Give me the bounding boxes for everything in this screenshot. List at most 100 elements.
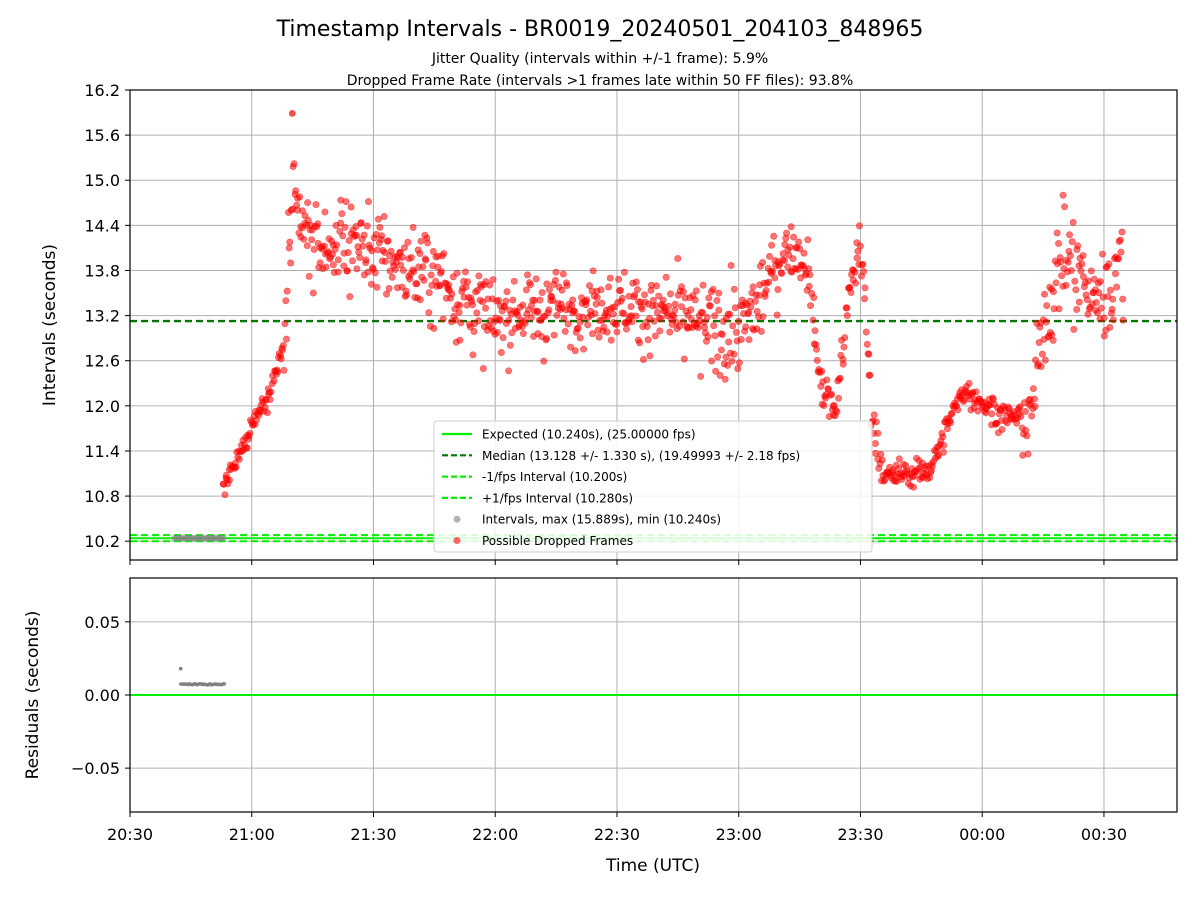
dropped-frame-point — [496, 316, 504, 324]
intervals-y-tick-label: 12.6 — [84, 352, 120, 371]
dropped-frame-point — [724, 361, 732, 369]
chart-subtitle-line-1: Jitter Quality (intervals within +/-1 fr… — [431, 51, 768, 67]
dropped-frame-point — [346, 293, 354, 301]
intervals-y-tick-label: 11.4 — [84, 442, 120, 461]
dropped-frame-point — [866, 371, 874, 379]
dropped-frame-point — [376, 223, 384, 231]
dropped-frame-point — [1017, 412, 1025, 420]
dropped-frame-point — [622, 325, 630, 333]
dropped-frame-point — [770, 232, 778, 240]
dropped-frame-point — [1066, 252, 1074, 260]
dropped-frame-point — [549, 296, 557, 304]
dropped-frame-point — [1116, 236, 1124, 244]
dropped-frame-point — [800, 249, 808, 257]
dropped-frame-point — [722, 353, 730, 361]
dropped-frame-point — [558, 286, 566, 294]
x-axis-label: Time (UTC) — [605, 856, 700, 876]
dropped-frame-point — [860, 267, 868, 275]
dropped-frame-point — [1062, 281, 1070, 289]
dropped-frame-point — [553, 311, 561, 319]
dropped-frame-point — [871, 440, 879, 448]
dropped-frame-point — [789, 255, 797, 263]
dropped-frame-point — [813, 345, 821, 353]
dropped-frame-point — [455, 308, 463, 316]
dropped-frame-point — [728, 357, 736, 365]
dropped-frame-point — [805, 282, 813, 290]
dropped-frame-point — [807, 302, 815, 310]
dropped-frame-point — [425, 309, 433, 317]
dropped-frame-point — [671, 300, 679, 308]
dropped-frame-point — [456, 301, 464, 309]
dropped-frame-point — [1079, 252, 1087, 260]
legend-entry: Intervals, max (15.889s), min (10.240s) — [453, 513, 721, 527]
dropped-frame-point — [1119, 316, 1127, 324]
dropped-frame-point — [1118, 228, 1126, 236]
dropped-frame-point — [357, 219, 365, 227]
dropped-frame-point — [699, 309, 707, 317]
dropped-frame-point — [569, 296, 577, 304]
dropped-frame-point — [561, 327, 569, 335]
dropped-frame-point — [1023, 432, 1031, 440]
dropped-frame-point — [364, 198, 372, 206]
dropped-frame-point — [475, 272, 483, 280]
dropped-frame-point — [1106, 286, 1114, 294]
dropped-frame-point — [1030, 395, 1038, 403]
dropped-frame-point — [759, 259, 767, 267]
dropped-frame-point — [1059, 191, 1067, 199]
x-tick-label: 22:00 — [472, 825, 518, 844]
dropped-frame-point — [309, 289, 317, 297]
dropped-frame-point — [1055, 239, 1063, 247]
dropped-frame-point — [267, 388, 275, 396]
dropped-frame-point — [666, 328, 674, 336]
dropped-frame-point — [1111, 270, 1119, 278]
dropped-frame-point — [277, 355, 285, 363]
dropped-frame-point — [715, 289, 723, 297]
dropped-frame-point — [286, 238, 294, 246]
dropped-frame-point — [1066, 231, 1074, 239]
dropped-frame-point — [300, 235, 308, 243]
dropped-frame-point — [768, 268, 776, 276]
dropped-frame-point — [400, 244, 408, 252]
dropped-frame-point — [266, 396, 274, 404]
dropped-frame-point — [632, 312, 640, 320]
dropped-frame-point — [1108, 305, 1116, 313]
dropped-frame-point — [874, 429, 882, 437]
dropped-frame-point — [474, 317, 482, 325]
x-tick-label: 20:30 — [107, 825, 153, 844]
dropped-frame-point — [670, 312, 678, 320]
dropped-frame-point — [413, 280, 421, 288]
dropped-frame-point — [735, 317, 743, 325]
dropped-frame-point — [742, 323, 750, 331]
dropped-frame-point — [580, 345, 588, 353]
dropped-frame-point — [1069, 218, 1077, 226]
x-tick-label: 00:30 — [1081, 825, 1127, 844]
dropped-frame-point — [493, 329, 501, 337]
dropped-frame-point — [385, 285, 393, 293]
dropped-frame-point — [574, 324, 582, 332]
dropped-frame-point — [852, 279, 860, 287]
dropped-frame-point — [399, 253, 407, 261]
legend-label: Possible Dropped Frames — [482, 534, 633, 548]
dropped-frame-point — [371, 269, 379, 277]
dropped-frame-point — [567, 343, 575, 351]
dropped-frame-point — [618, 294, 626, 302]
dropped-frame-point — [1058, 272, 1066, 280]
dropped-frame-point — [1043, 302, 1051, 310]
dropped-frame-point — [322, 263, 330, 271]
dropped-frame-point — [1084, 277, 1092, 285]
dropped-frame-point — [589, 267, 597, 275]
legend-label: Median (13.128 +/- 1.330 s), (19.49993 +… — [482, 449, 800, 463]
dropped-frame-point — [778, 269, 786, 277]
dropped-frame-point — [861, 295, 869, 303]
dropped-frame-point — [811, 327, 819, 335]
dropped-frame-point — [543, 335, 551, 343]
dropped-frame-point — [571, 347, 579, 355]
dropped-frame-point — [482, 304, 490, 312]
dropped-frame-point — [353, 232, 361, 240]
dropped-frame-point — [806, 271, 814, 279]
dropped-frame-point — [609, 310, 617, 318]
dropped-frame-point — [1092, 299, 1100, 307]
dropped-frame-point — [765, 278, 773, 286]
